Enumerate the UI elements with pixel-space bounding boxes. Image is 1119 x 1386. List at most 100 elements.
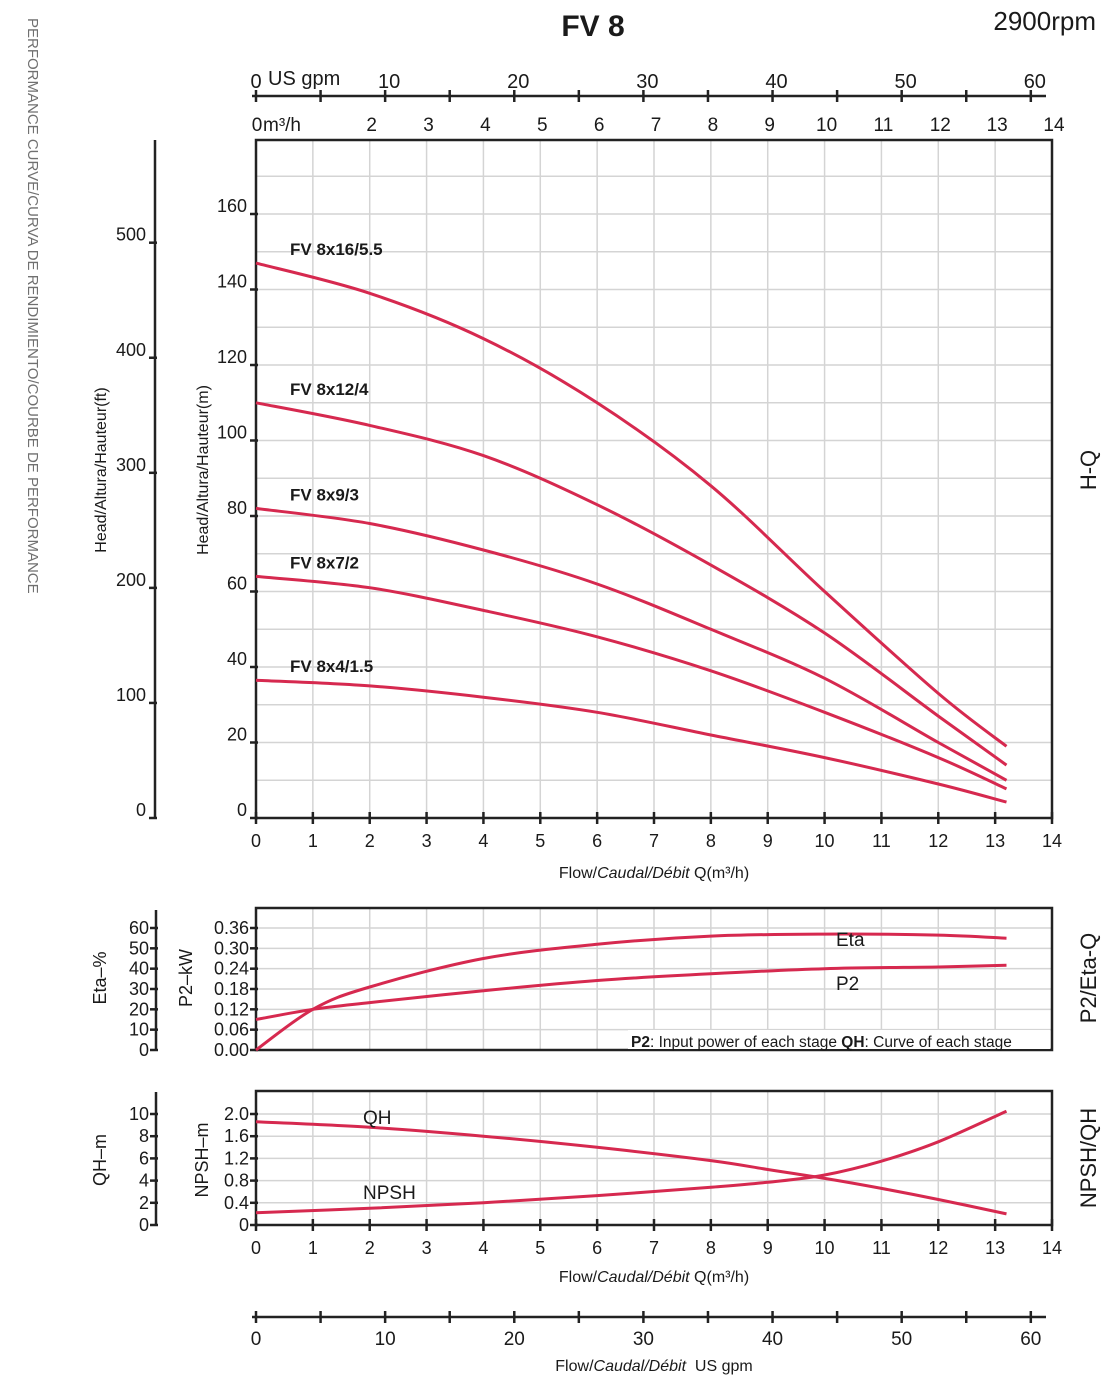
bottom-gpm-tick-label: 20 bbox=[504, 1329, 525, 1350]
top-gpm-unit: US gpm bbox=[268, 68, 340, 90]
hq-ytick-label: 160 bbox=[217, 196, 247, 216]
panel-label-hq: H-Q bbox=[1076, 450, 1101, 490]
top-gpm-tick-label: 0 bbox=[250, 71, 261, 93]
hq-xtick-label: 14 bbox=[1042, 831, 1062, 851]
hq-ft-tick-label: 100 bbox=[116, 685, 146, 705]
legend-note-bg bbox=[628, 1030, 1050, 1049]
hq-ytick-label: 100 bbox=[217, 423, 247, 443]
speed-label: 2900rpm bbox=[993, 6, 1096, 36]
top-m3h-tick-label: 2 bbox=[366, 115, 377, 136]
top-gpm-tick-label: 60 bbox=[1024, 71, 1046, 93]
p2-ytick-label: 0.12 bbox=[214, 999, 249, 1019]
npsh-curve bbox=[255, 1109, 1008, 1215]
top-m3h-tick-label: 7 bbox=[651, 115, 662, 136]
hq-xtick-label: 10 bbox=[815, 831, 835, 851]
side-title: PERFORMANCE CURVE/CURVA DE RENDIMIENTO/C… bbox=[24, 18, 41, 594]
top-gpm-axis: 0 10 20 30 40 50 60 US gpm bbox=[250, 68, 1046, 102]
hq-curve-fv-8x7-2 bbox=[255, 574, 1008, 791]
qh-tick-label: 6 bbox=[139, 1148, 149, 1168]
p2-ytick-label: 0.18 bbox=[214, 979, 249, 999]
eta-tick-label: 60 bbox=[129, 918, 149, 938]
panel-label-p2eta: P2/Eta-Q bbox=[1076, 933, 1101, 1023]
hq-xtick-label: 13 bbox=[985, 831, 1005, 851]
hq-xtick-label: 1 bbox=[308, 831, 318, 851]
bottom-gpm-tick-label: 60 bbox=[1020, 1329, 1041, 1350]
npsh-xtick-label: 14 bbox=[1042, 1238, 1062, 1258]
eta-tick-label: 20 bbox=[129, 999, 149, 1019]
hq-ytick-label: 40 bbox=[227, 649, 247, 669]
npsh-ytick-label: 0 bbox=[239, 1215, 249, 1235]
qh-ylabel: QH–m bbox=[90, 1134, 110, 1186]
hq-curve-fv-8x12-4 bbox=[255, 401, 1008, 767]
hq-curve-label: FV 8x12/4 bbox=[290, 380, 369, 399]
p2-eta-panel: 0.000.060.120.180.240.300.36 01020304050… bbox=[90, 906, 1054, 1060]
bottom-gpm-tick-label: 0 bbox=[251, 1329, 262, 1350]
eta-tick-label: 40 bbox=[129, 959, 149, 979]
top-m3h-tick-label: 14 bbox=[1043, 115, 1065, 136]
xlabel-q: Q(m³/h) bbox=[690, 865, 750, 882]
hq-xtick-label: 12 bbox=[928, 831, 948, 851]
gpm-title-flow: Flow/ bbox=[555, 1358, 594, 1375]
hq-ytick-label: 0 bbox=[237, 800, 247, 820]
p2-ytick-label: 0.30 bbox=[214, 938, 249, 958]
qh-tick-label: 8 bbox=[139, 1126, 149, 1146]
chart-title: FV 8 bbox=[561, 10, 624, 43]
top-m3h-tick-label: 6 bbox=[594, 115, 605, 136]
eta-tick-label: 10 bbox=[129, 1020, 149, 1040]
hq-ytick-label: 80 bbox=[227, 498, 247, 518]
xlabel-q-2: Q(m³/h) bbox=[690, 1269, 750, 1286]
bottom-gpm-tick-label: 10 bbox=[375, 1329, 396, 1350]
top-m3h-unit: m³/h bbox=[263, 115, 301, 136]
xlabel-caudal: Caudal/Débit bbox=[597, 865, 690, 882]
npsh-xtick-label: 10 bbox=[815, 1238, 835, 1258]
eta-ylabel: Eta–% bbox=[90, 951, 110, 1004]
hq-ft-tick-label: 500 bbox=[116, 225, 146, 245]
hq-xtick-label: 4 bbox=[478, 831, 488, 851]
p2-ytick-label: 0.24 bbox=[214, 959, 249, 979]
hq-curve-fv-8x4-1-5 bbox=[255, 678, 1007, 804]
top-m3h-tick-label: 8 bbox=[708, 115, 719, 136]
note-p2: P2 bbox=[631, 1034, 650, 1051]
top-gpm-tick-label: 40 bbox=[765, 71, 787, 93]
qh-tick-label: 10 bbox=[129, 1104, 149, 1124]
note-qh: QH bbox=[841, 1034, 864, 1051]
top-m3h-tick-label: 11 bbox=[874, 115, 894, 136]
hq-xtick-label: 6 bbox=[592, 831, 602, 851]
hq-ft-tick-label: 0 bbox=[136, 800, 146, 820]
hq-curve-label: FV 8x4/1.5 bbox=[290, 657, 373, 676]
npsh-xtick-label: 5 bbox=[535, 1238, 545, 1258]
npsh-xlabel: Flow/Caudal/Débit Q(m³/h) bbox=[559, 1269, 749, 1286]
top-m3h-tick-label: 4 bbox=[480, 115, 491, 136]
npsh-xtick-label: 13 bbox=[985, 1238, 1005, 1258]
npsh-ytick-label: 0.4 bbox=[224, 1193, 249, 1213]
npsh-xtick-label: 7 bbox=[649, 1238, 659, 1258]
top-gpm-tick-label: 20 bbox=[507, 71, 529, 93]
top-m3h-axis: 0 2 3 4 5 6 7 8 9 10 11 12 13 14 m³/h bbox=[252, 115, 1065, 136]
npsh-xtick-label: 6 bbox=[592, 1238, 602, 1258]
hq-xtick-label: 9 bbox=[763, 831, 773, 851]
hq-ft-tick-label: 300 bbox=[116, 455, 146, 475]
top-gpm-tick-label: 30 bbox=[636, 71, 658, 93]
hq-xtick-label: 5 bbox=[535, 831, 545, 851]
eta-tick-label: 50 bbox=[129, 938, 149, 958]
eta-curve-label: Eta bbox=[836, 930, 865, 951]
hq-xtick-label: 0 bbox=[251, 831, 261, 851]
p2-ytick-label: 0.00 bbox=[214, 1040, 249, 1060]
hq-xtick-label: 3 bbox=[422, 831, 432, 851]
p2-ylabel: P2–kW bbox=[176, 949, 196, 1007]
qh-curve-label: QH bbox=[363, 1108, 392, 1129]
npsh-xtick-label: 0 bbox=[251, 1238, 261, 1258]
gpm-title-unit: US gpm bbox=[686, 1358, 753, 1375]
npsh-ylabel: NPSH–m bbox=[192, 1122, 212, 1197]
npsh-ytick-label: 2.0 bbox=[224, 1104, 249, 1124]
hq-xtick-label: 11 bbox=[872, 831, 891, 851]
eta-tick-label: 30 bbox=[129, 979, 149, 999]
npsh-ytick-label: 0.8 bbox=[224, 1171, 249, 1191]
hq-ytick-label: 60 bbox=[227, 574, 247, 594]
hq-curve-label: FV 8x9/3 bbox=[290, 485, 359, 504]
top-gpm-tick-label: 10 bbox=[378, 71, 400, 93]
hq-panel: 0 20 40 60 80 100 120 140 160 0 100 200 300 400 500 0… bbox=[93, 138, 1062, 882]
xlabel-flow: Flow/ bbox=[559, 865, 598, 882]
